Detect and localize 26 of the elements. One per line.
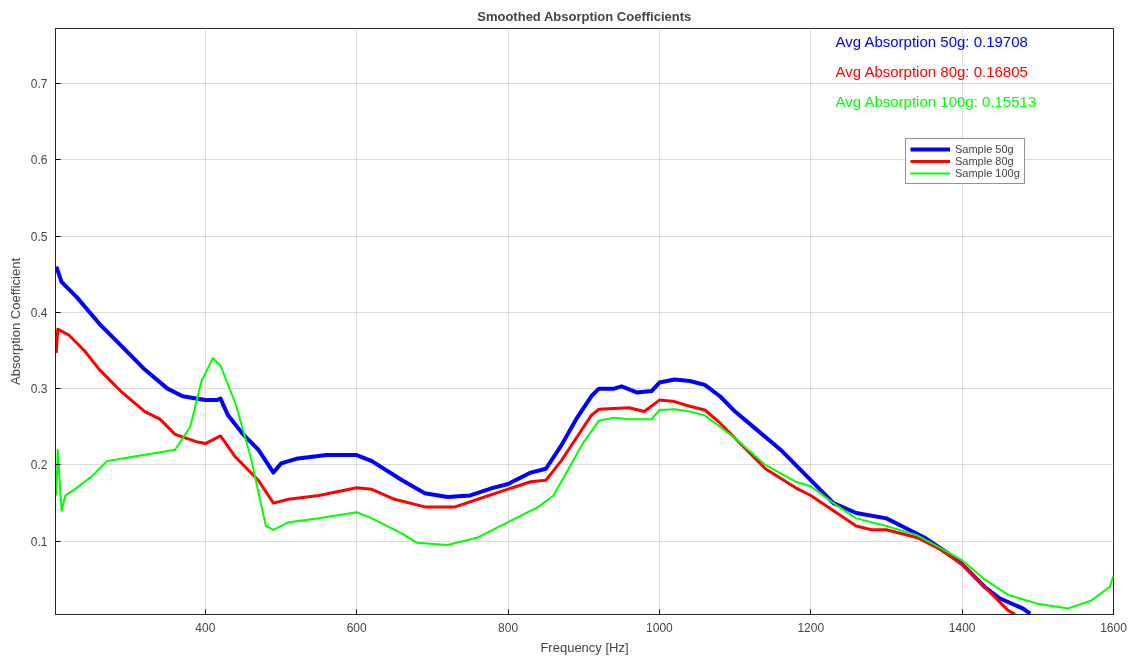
- legend-label: Sample 50g: [955, 143, 1014, 155]
- x-axis-title: Frequency [Hz]: [540, 639, 629, 655]
- line-series: [55, 357, 1114, 610]
- x-tick-label: 400: [195, 620, 216, 635]
- line-series: [55, 327, 1017, 615]
- y-tick-label: 0.6: [30, 153, 48, 168]
- x-tick-label: 1200: [797, 620, 825, 635]
- annotation: Avg Absorption 100g: 0.15513: [835, 92, 1037, 110]
- y-tick-label: 0.2: [30, 458, 48, 473]
- line-series: [55, 264, 1033, 615]
- annotation: Avg Absorption 80g: 0.16805: [835, 62, 1028, 80]
- x-tick-label: 800: [498, 620, 519, 635]
- y-axis-title: Absorption Coefficient: [7, 257, 23, 385]
- legend-label: Sample 100g: [955, 167, 1020, 179]
- x-tick-label: 1600: [1100, 620, 1128, 635]
- y-tick-label: 0.4: [30, 305, 48, 320]
- chart-title: Smoothed Absorption Coefficients: [477, 8, 692, 24]
- annotation: Avg Absorption 50g: 0.19708: [835, 32, 1028, 50]
- y-tick-label: 0.5: [30, 229, 48, 244]
- y-tick-label: 0.3: [30, 382, 48, 397]
- y-tick-label: 0.7: [30, 76, 48, 91]
- x-tick-label: 1400: [948, 620, 976, 635]
- x-tick-label: 1000: [646, 620, 674, 635]
- x-tick-label: 600: [346, 620, 368, 635]
- y-tick-label: 0.1: [30, 534, 48, 549]
- legend-label: Sample 80g: [955, 155, 1014, 167]
